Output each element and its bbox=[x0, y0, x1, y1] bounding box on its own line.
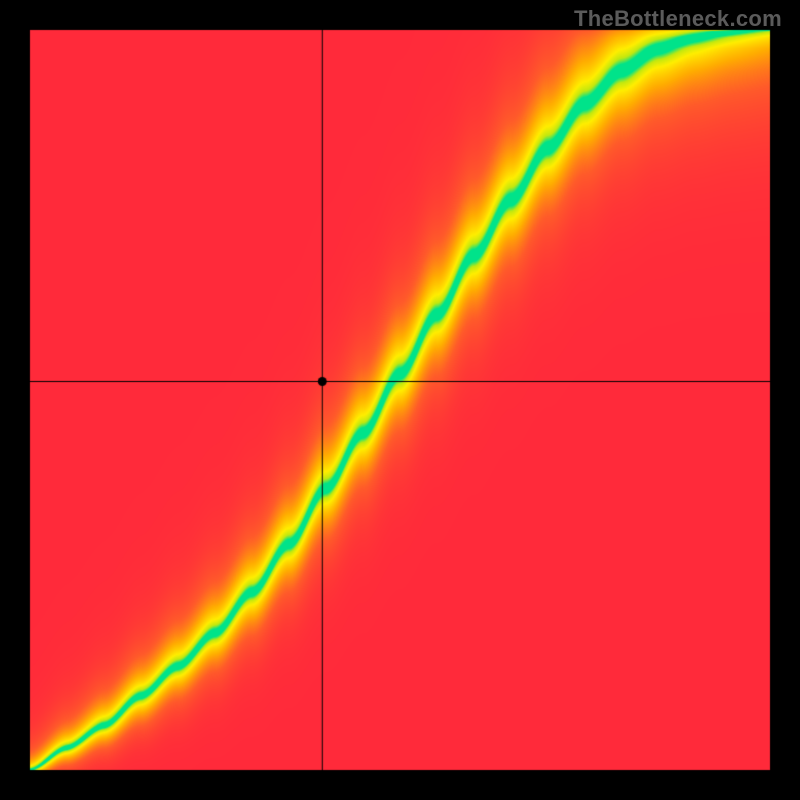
heatmap-canvas bbox=[0, 0, 800, 800]
chart-container: TheBottleneck.com bbox=[0, 0, 800, 800]
watermark-text: TheBottleneck.com bbox=[574, 6, 782, 32]
